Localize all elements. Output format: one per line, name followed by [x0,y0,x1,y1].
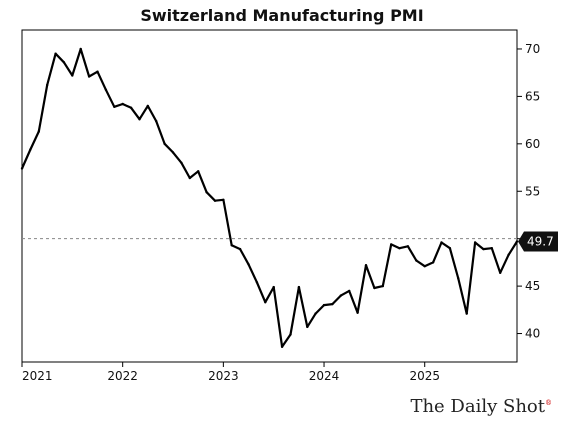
series-point [197,170,200,173]
series-point [406,245,410,248]
series-group [20,47,519,348]
series-point [448,247,452,250]
series-point [297,285,301,289]
series-point [339,294,342,297]
brand-logo: The Daily Shot® [410,396,552,417]
series-point [171,151,175,154]
series-point [54,52,57,55]
y-tick-label: 60 [525,137,540,151]
series-point [188,176,191,180]
series-point [431,261,435,264]
series-point [46,83,49,87]
x-tick-label: 2022 [107,369,138,383]
last-value-label: 49.7 [527,235,554,249]
series-point [465,312,468,315]
series-point [29,148,32,151]
series-point [71,74,74,77]
last-value-badge [518,231,558,252]
series-point [129,106,133,110]
series-point [37,130,40,133]
series-point [230,244,233,247]
series-point [146,104,149,108]
x-tick-label: 2023 [208,369,239,383]
series-point [381,284,384,288]
x-tick-label: 2024 [309,369,340,383]
series-point [79,47,82,51]
series-point [482,247,485,251]
brand-registered-mark: ® [545,399,552,407]
series-point [163,142,166,145]
y-tick-label: 55 [525,184,540,198]
series-point [331,302,334,306]
series-point [390,243,393,246]
series-point [306,325,309,329]
series-point [415,259,418,262]
series-point [113,105,116,109]
series-point [264,301,267,304]
brand-name: The Daily Shot [410,396,545,417]
series-point [356,311,359,314]
series-point [238,247,242,251]
series-point [473,241,477,244]
series-point [280,345,284,348]
y-tick-label: 40 [525,327,540,341]
y-tick-label: 70 [525,42,540,56]
series-point [457,277,460,280]
y-tick-label: 65 [525,89,540,103]
series-point [423,265,426,268]
series-point [180,161,183,164]
x-tick-label: 2025 [409,369,440,383]
series-point [373,286,376,290]
series-point [515,240,519,243]
series-point [121,102,124,106]
series-point [20,167,24,170]
y-tick-label: 45 [525,279,540,293]
series-point [499,271,502,274]
series-point [205,191,208,194]
series-point [213,199,217,202]
chart-title: Switzerland Manufacturing PMI [140,6,424,25]
x-tick-label: 2021 [22,369,53,383]
series-point [507,253,510,256]
series-point [364,264,368,267]
series-point [138,118,141,121]
series-point [322,303,326,307]
series-point [96,70,99,73]
series-point [272,285,275,289]
series-point [247,263,250,266]
series-point [289,333,292,336]
last-value-callout: 49.7 [518,231,558,252]
x-axis: 2021 2022 2023 2024 2025 [21,362,440,383]
series-point [490,247,493,250]
series-point [62,61,66,64]
series-point [255,281,259,284]
series-point [314,312,317,315]
series-point [104,88,108,92]
plot-area [21,29,518,363]
series-point [348,289,351,293]
series-point [398,247,401,250]
series-point [155,119,158,123]
series-point [222,198,225,201]
series-point [87,75,91,78]
y-axis: 40455055606570 [517,42,540,341]
series-line [20,47,518,348]
series-point [440,241,443,244]
